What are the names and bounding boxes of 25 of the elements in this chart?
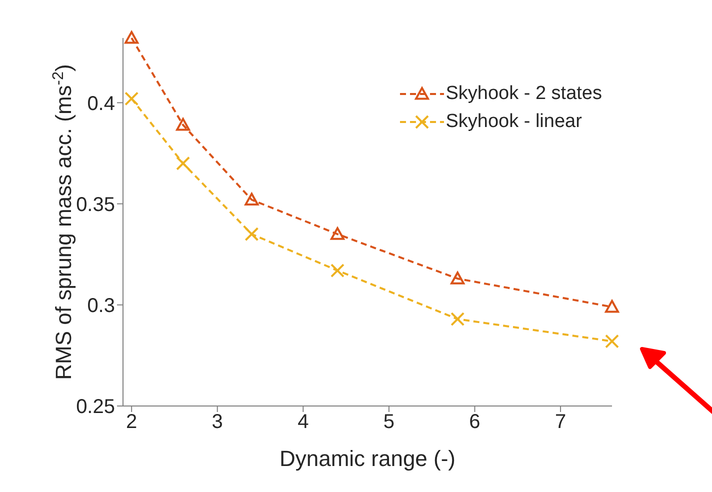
y-tick-label: 0.35 [76, 194, 115, 216]
point [605, 334, 619, 348]
x-tick-label: 7 [554, 411, 566, 434]
point [244, 227, 259, 242]
x-tick-label: 5 [383, 411, 395, 434]
y-tick-label: 0.3 [87, 295, 115, 317]
point [176, 156, 190, 170]
point [244, 192, 259, 206]
y-tick-label: 0.25 [76, 396, 115, 418]
x-axis-title: Dynamic range (-) [279, 446, 456, 471]
x-tick-label: 3 [212, 411, 223, 434]
point [330, 264, 344, 278]
point [124, 92, 139, 106]
point [330, 227, 344, 240]
legend-label: Skyhook - 2 states [446, 83, 602, 105]
point [450, 312, 465, 326]
point [124, 31, 139, 44]
legend-label: Skyhook - linear [446, 111, 582, 133]
x-tick-label: 2 [126, 411, 138, 434]
x-tick-label: 4 [298, 411, 309, 434]
point [450, 272, 465, 284]
x-tick-label: 6 [469, 411, 480, 434]
point [605, 300, 619, 313]
point [176, 118, 190, 131]
y-tick-label: 0.4 [87, 92, 115, 115]
